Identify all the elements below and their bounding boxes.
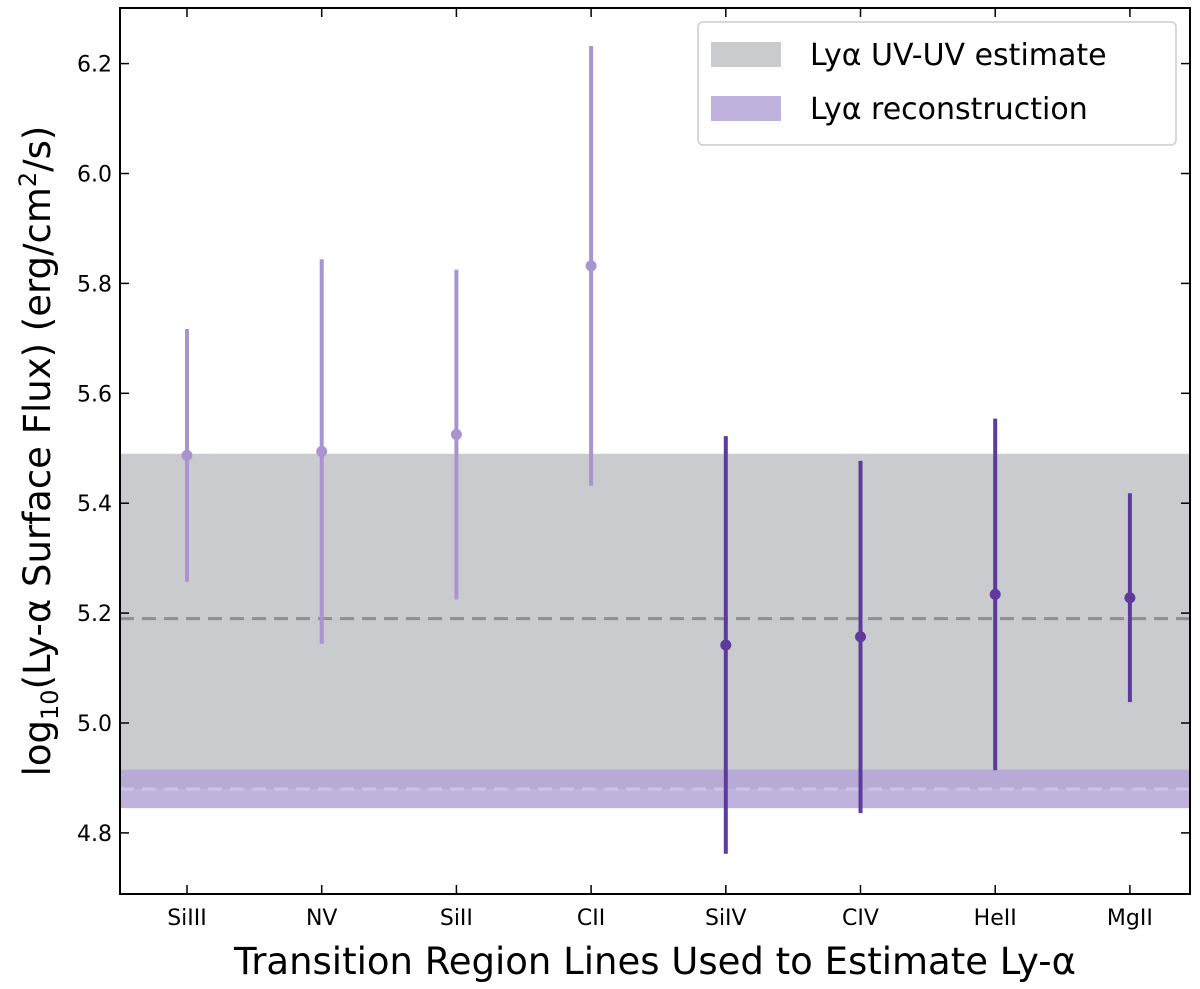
x-tick-label-SiII: SiII (440, 906, 473, 931)
data-point-CIV (855, 631, 866, 643)
y-axis: 4.8 5.0 5.2 5.4 5.6 5.8 6.0 6.2 (77, 53, 1190, 847)
legend-frame (697, 21, 1177, 146)
band-uv-estimate (120, 453, 1190, 789)
x-tick-label-CIV: CIV (842, 906, 879, 931)
y-tick-label-5.0: 5.0 (77, 712, 112, 737)
data-point-SiIV (720, 639, 732, 651)
data-point-SiII (450, 429, 462, 441)
plot-frame (119, 7, 1191, 895)
data-point-MgII (1124, 592, 1136, 604)
y-tick-label-6.0: 6.0 (77, 163, 112, 188)
x-tick-label-MgII: MgII (1107, 906, 1153, 931)
y-tick-label-4.8: 4.8 (77, 822, 112, 847)
x-axis: SiIII NV SiII CII SiIV CIV HeII MgII (167, 8, 1153, 931)
legend-swatch-reconstruction (711, 96, 781, 121)
data-point-NV (316, 446, 328, 458)
bands-layer (120, 453, 1190, 809)
data-point-SiIII (181, 449, 193, 461)
y-tick-label-5.4: 5.4 (77, 492, 112, 517)
legend-swatch-uv-estimate (711, 42, 781, 67)
x-tick-label-HeII: HeII (974, 906, 1017, 931)
y-tick-label-5.8: 5.8 (77, 272, 112, 297)
data-point-HeII (989, 588, 1001, 600)
y-tick-label-5.2: 5.2 (77, 602, 112, 627)
y-axis-label: log10(Ly-α Surface Flux) (erg/cm2/s) (14, 126, 64, 777)
x-axis-label: Transition Region Lines Used to Estimate… (233, 940, 1076, 983)
x-tick-label-CII: CII (577, 906, 605, 931)
legend-label-reconstruction: Lyα reconstruction (810, 92, 1088, 127)
y-tick-label-5.6: 5.6 (77, 382, 112, 407)
data-point-CII (585, 260, 597, 272)
points-layer (181, 46, 1136, 854)
x-tick-label-SiIV: SiIV (705, 906, 747, 931)
legend-label-uv-estimate: Lyα UV-UV estimate (810, 38, 1107, 73)
x-tick-label-NV: NV (306, 906, 338, 931)
x-tick-label-SiIII: SiIII (167, 906, 207, 931)
legend: Lyα UV-UV estimate Lyα reconstruction (697, 21, 1177, 146)
y-tick-label-6.2: 6.2 (77, 53, 112, 78)
